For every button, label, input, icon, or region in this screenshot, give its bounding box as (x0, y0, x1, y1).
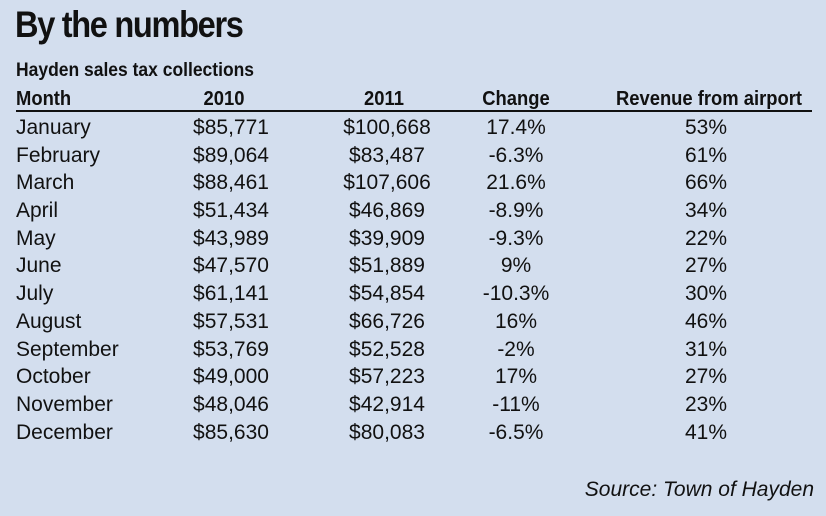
cell-month: August (16, 309, 82, 333)
cell-month: January (16, 116, 91, 139)
cell-2010: $85,771 (193, 116, 269, 139)
cell-2011: $52,528 (349, 337, 425, 361)
cell-airport-revenue: 27% (684, 254, 728, 278)
header-revenue-from-airport: Revenue from airport (615, 88, 803, 110)
cell-month: March (16, 171, 75, 195)
cell-2010: $43,989 (193, 226, 269, 250)
cell-2011: $42,914 (349, 392, 425, 416)
table-body: January $85,771 $100,668 17.4% 53% Febru… (16, 115, 812, 447)
cell-airport-revenue: 61% (684, 143, 728, 167)
cell-change: -9.3% (488, 226, 544, 250)
cell-2010: $61,141 (193, 282, 269, 306)
page-title: By the numbers (15, 4, 244, 45)
cell-2010: $88,461 (193, 171, 269, 195)
table-subtitle: Hayden sales tax collections (16, 60, 255, 81)
cell-month: July (16, 282, 54, 306)
table-row: July $61,141 $54,854 -10.3% 30% (16, 281, 812, 309)
cell-2010: $47,570 (193, 254, 269, 278)
cell-airport-revenue: 30% (684, 282, 728, 306)
table-row: December $85,630 $80,083 -6.5% 41% (16, 420, 812, 448)
cell-2010: $85,630 (193, 420, 269, 444)
cell-change: -11% (492, 392, 540, 416)
cell-change: 16% (494, 309, 538, 333)
cell-change: 21.6% (486, 171, 546, 195)
header-2011: 2011 (364, 88, 404, 110)
cell-month: December (16, 420, 113, 444)
cell-change: -6.5% (488, 420, 544, 444)
cell-change: 17.4% (486, 116, 546, 139)
cell-airport-revenue: 31% (684, 337, 728, 361)
cell-airport-revenue: 41% (684, 420, 728, 444)
cell-month: October (16, 365, 91, 389)
cell-month: April (16, 199, 59, 223)
cell-2010: $57,531 (193, 309, 269, 333)
header-change: Change (482, 88, 550, 110)
cell-airport-revenue: 66% (684, 171, 728, 195)
cell-2010: $51,434 (193, 199, 269, 223)
table-row: September $53,769 $52,528 -2% 31% (16, 337, 812, 365)
cell-change: 17% (494, 365, 538, 389)
header-month: Month (16, 88, 72, 110)
table-row: May $43,989 $39,909 -9.3% 22% (16, 226, 812, 254)
cell-airport-revenue: 34% (684, 199, 728, 223)
cell-2011: $66,726 (349, 309, 425, 333)
cell-2011: $39,909 (349, 226, 425, 250)
cell-month: February (16, 143, 101, 167)
cell-airport-revenue: 27% (684, 365, 728, 389)
cell-airport-revenue: 46% (684, 309, 728, 333)
table-row: January $85,771 $100,668 17.4% 53% (16, 115, 812, 143)
cell-2010: $53,769 (193, 337, 269, 361)
cell-2010: $49,000 (193, 365, 269, 389)
header-2010: 2010 (203, 88, 245, 110)
cell-airport-revenue: 53% (684, 116, 728, 139)
table-row: October $49,000 $57,223 17% 27% (16, 364, 812, 392)
cell-month: June (16, 254, 62, 278)
cell-airport-revenue: 23% (684, 392, 728, 416)
source-credit: Source: Town of Hayden (584, 478, 814, 501)
cell-change: -2% (497, 337, 535, 361)
table-row: June $47,570 $51,889 9% 27% (16, 253, 812, 281)
cell-change: -10.3% (482, 282, 550, 306)
cell-change: 9% (500, 254, 532, 278)
cell-2011: $100,668 (343, 116, 431, 139)
table-row: August $57,531 $66,726 16% 46% (16, 309, 812, 337)
table-header: Month 2010 2011 Change Revenue from airp… (16, 86, 812, 112)
cell-change: -6.3% (488, 143, 544, 167)
cell-2011: $51,889 (349, 254, 425, 278)
cell-airport-revenue: 22% (684, 226, 728, 250)
table-row: March $88,461 $107,606 21.6% 66% (16, 170, 812, 198)
cell-month: September (16, 337, 119, 361)
cell-2011: $57,223 (349, 365, 425, 389)
table-row: November $48,046 $42,914 -11% 23% (16, 392, 812, 420)
cell-2011: $107,606 (343, 171, 431, 195)
cell-month: November (16, 392, 113, 416)
cell-change: -8.9% (488, 199, 544, 223)
cell-month: May (16, 226, 56, 250)
cell-2011: $80,083 (349, 420, 425, 444)
cell-2010: $48,046 (193, 392, 269, 416)
cell-2011: $54,854 (349, 282, 425, 306)
table-row: February $89,064 $83,487 -6.3% 61% (16, 143, 812, 171)
cell-2011: $46,869 (349, 199, 425, 223)
cell-2011: $83,487 (349, 143, 425, 167)
table-row: April $51,434 $46,869 -8.9% 34% (16, 198, 812, 226)
cell-2010: $89,064 (193, 143, 269, 167)
